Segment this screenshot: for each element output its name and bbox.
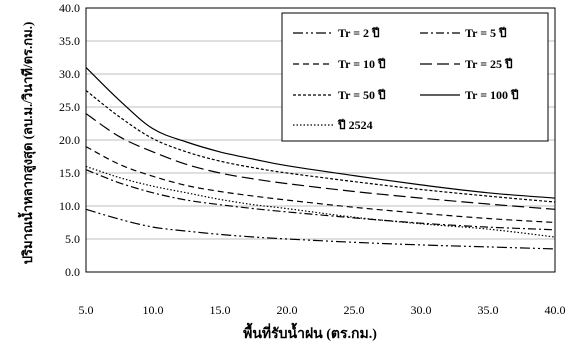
y-tick-label: 35.0 xyxy=(59,34,80,48)
series-line xyxy=(85,90,556,203)
legend-label: Tr = 5 ปี xyxy=(465,26,507,40)
y-tick-label: 30.0 xyxy=(59,67,80,81)
series-lines xyxy=(85,66,556,250)
y-tick-label: 40.0 xyxy=(59,1,80,15)
legend-label: Tr = 2 ปี xyxy=(338,26,380,40)
y-tick-label: 10.0 xyxy=(59,199,80,213)
series-line xyxy=(85,146,556,224)
series-line xyxy=(85,165,556,238)
series-line xyxy=(85,113,556,210)
y-tick-labels: 0.0 5.0 10.0 15.0 20.0 25.0 30.0 35.0 40.0 xyxy=(59,1,80,279)
x-tick-label: 30.0 xyxy=(411,303,432,317)
y-tick-label: 0.0 xyxy=(65,265,80,279)
y-axis-label: ปริมาณน้ำหลากสูงสุด (ลบ.ม./วินาที/ตร.กม.… xyxy=(17,22,36,265)
legend: Tr = 2 ปี Tr = 5 ปี Tr = 10 ปี Tr = 25 ปี Tr… xyxy=(281,12,549,142)
x-axis-label: พื้นที่รับน้ำฝน (ตร.กม.) xyxy=(243,322,377,342)
legend-label: Tr = 25 ปี xyxy=(465,57,513,71)
y-tick-label: 20.0 xyxy=(59,133,80,147)
y-tick-label: 5.0 xyxy=(65,232,80,246)
x-tick-label: 25.0 xyxy=(344,303,365,317)
legend-label: Tr = 10 ปี xyxy=(338,57,386,71)
x-tick-label: 5.0 xyxy=(79,303,94,317)
plot-frame xyxy=(85,7,556,273)
legend-box xyxy=(281,12,549,142)
legend-label: ปี 2524 xyxy=(337,118,372,132)
x-tick-label: 35.0 xyxy=(478,303,499,317)
x-tick-label: 20.0 xyxy=(277,303,298,317)
x-tick-label: 10.0 xyxy=(143,303,164,317)
series-line xyxy=(85,169,556,231)
y-tick-label: 25.0 xyxy=(59,100,80,114)
x-tick-label: 15.0 xyxy=(210,303,231,317)
x-tick-label: 40.0 xyxy=(545,303,566,317)
legend-label: Tr = 100 ปี xyxy=(465,88,519,102)
legend-label: Tr = 50 ปี xyxy=(338,88,386,102)
series-line xyxy=(85,66,556,199)
y-tick-label: 15.0 xyxy=(59,166,80,180)
x-tick-labels: 5.0 10.0 15.0 20.0 25.0 30.0 35.0 40.0 xyxy=(79,303,566,317)
series-line xyxy=(85,208,556,250)
